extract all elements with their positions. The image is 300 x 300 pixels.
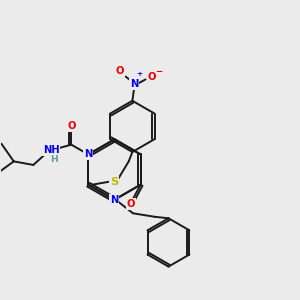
Text: N: N [84, 149, 92, 159]
Text: N: N [110, 195, 118, 205]
Text: H: H [50, 155, 58, 164]
Text: +: + [136, 71, 142, 77]
Text: O: O [148, 72, 156, 82]
Text: N: N [130, 79, 138, 89]
Text: S: S [110, 177, 118, 187]
Text: NH: NH [43, 145, 59, 155]
Text: O: O [67, 121, 76, 131]
Text: −: − [155, 67, 163, 76]
Text: O: O [126, 199, 135, 209]
Text: O: O [116, 66, 124, 76]
